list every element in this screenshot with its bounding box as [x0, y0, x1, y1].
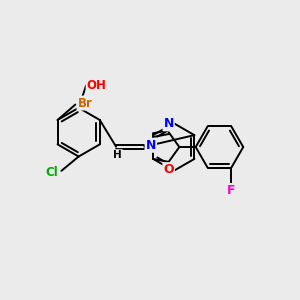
Text: H: H	[113, 150, 122, 160]
Text: F: F	[227, 184, 236, 197]
Text: OH: OH	[87, 79, 106, 92]
Text: N: N	[164, 117, 174, 130]
Text: N: N	[146, 139, 156, 152]
Text: O: O	[163, 163, 174, 176]
Text: Cl: Cl	[46, 166, 58, 179]
Text: Br: Br	[77, 97, 92, 110]
